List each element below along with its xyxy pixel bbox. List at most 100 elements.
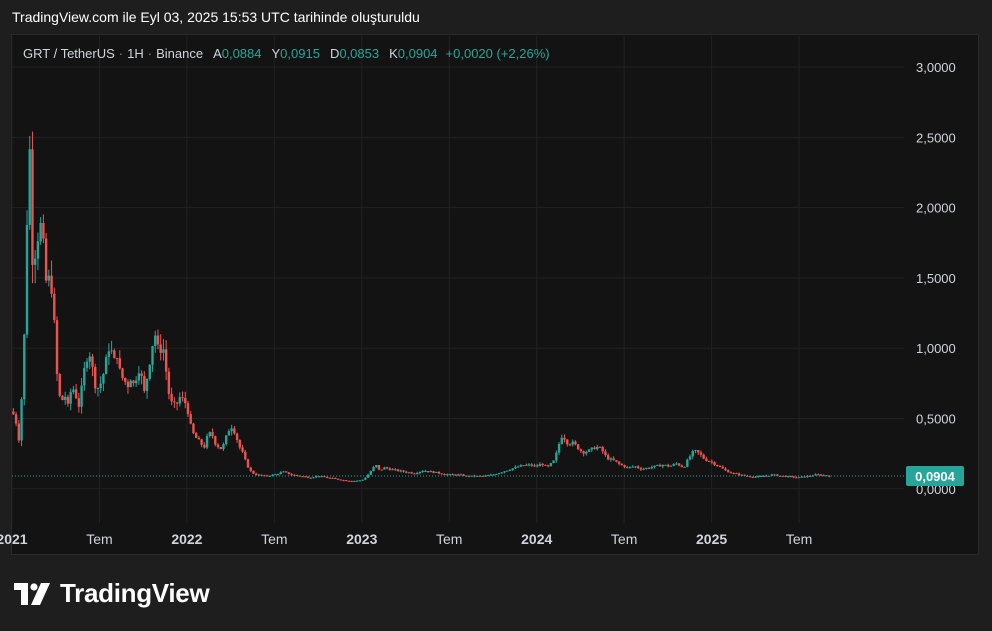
- y-tick-label: 0,5000: [916, 411, 956, 426]
- candle-body: [107, 351, 111, 358]
- candle-body: [331, 477, 334, 479]
- candle-body: [710, 461, 714, 463]
- candle-body: [317, 476, 321, 478]
- candle-body: [697, 450, 700, 453]
- candle-body: [304, 476, 307, 478]
- candle-body: [156, 335, 160, 345]
- y-tick-label: 2,5000: [916, 130, 956, 145]
- candle-body: [178, 397, 182, 404]
- candle-body: [287, 472, 291, 475]
- candle-body: [557, 444, 561, 453]
- candle-body: [514, 466, 517, 469]
- candle-body: [126, 381, 130, 388]
- candle-body: [72, 389, 75, 393]
- chart-panel[interactable]: [11, 34, 979, 555]
- candle-body: [252, 470, 255, 474]
- candle-body: [350, 480, 353, 482]
- candle-body: [432, 471, 435, 473]
- candle-body: [445, 474, 449, 476]
- candle-body: [601, 447, 604, 452]
- candle-body: [727, 470, 730, 473]
- candle-body: [669, 465, 673, 467]
- candle-body: [421, 471, 424, 473]
- candle-body: [104, 357, 108, 375]
- candle-body: [465, 475, 468, 477]
- candle-body: [787, 476, 790, 478]
- candle-body: [429, 471, 433, 473]
- candle-body: [276, 474, 280, 476]
- candle-body: [426, 471, 430, 473]
- candle-body: [486, 475, 490, 477]
- candle-body: [631, 466, 634, 468]
- candle-body: [500, 472, 503, 474]
- candle-body: [489, 474, 493, 476]
- candle-body: [721, 466, 724, 469]
- candle-body: [568, 444, 572, 446]
- candle-body: [99, 383, 102, 389]
- candle-body: [743, 474, 746, 476]
- candle-body: [459, 474, 463, 476]
- candle-body: [64, 396, 67, 400]
- candle-body: [440, 473, 443, 475]
- candle-body: [184, 398, 187, 404]
- candle-body: [497, 473, 501, 475]
- candle-body: [394, 469, 397, 471]
- candle-body: [789, 476, 793, 478]
- candle-body: [533, 465, 536, 467]
- candle-body: [88, 356, 91, 362]
- candle-body: [208, 432, 212, 437]
- x-tick-label: 2021: [0, 531, 28, 547]
- candle-body: [612, 458, 615, 461]
- candle-body: [609, 458, 613, 460]
- candle-body: [773, 474, 776, 476]
- candle-body: [729, 472, 733, 474]
- candle-body: [732, 472, 735, 474]
- candle-body: [235, 433, 239, 440]
- x-tick-label: Tem: [436, 531, 462, 547]
- candle-body: [50, 275, 53, 294]
- legend-high-label: Y: [271, 46, 281, 61]
- y-tick-label: 1,0000: [916, 341, 956, 356]
- candle-body: [716, 464, 719, 467]
- legend-symbol[interactable]: GRT / TetherUS: [23, 46, 115, 61]
- candle-body: [694, 450, 697, 452]
- candle-body: [405, 471, 408, 473]
- candle-body: [776, 474, 779, 476]
- candle-body: [290, 474, 293, 476]
- candle-body: [552, 460, 555, 464]
- candle-body: [784, 475, 787, 477]
- candle-body: [323, 476, 326, 478]
- candle-body: [615, 460, 618, 462]
- candle-body: [192, 423, 195, 434]
- candle-body: [454, 474, 457, 476]
- candle-body: [606, 455, 610, 460]
- candle-body: [325, 477, 329, 479]
- candle-body: [230, 428, 233, 432]
- candle-body: [33, 258, 37, 265]
- x-tick-label: 2024: [521, 531, 552, 547]
- x-tick-label: 2022: [171, 531, 202, 547]
- legend-open-label: A: [213, 46, 222, 61]
- tradingview-logo-icon: [14, 582, 50, 605]
- candle-body: [825, 475, 828, 477]
- candle-body: [219, 447, 222, 450]
- candle-body: [541, 464, 544, 466]
- candle-body: [238, 439, 242, 448]
- candle-body: [66, 396, 70, 404]
- candle-body: [293, 474, 296, 476]
- candle-body: [377, 465, 381, 470]
- x-tick-label: Tem: [611, 531, 637, 547]
- candle-body: [571, 441, 574, 445]
- y-tick-label: 2,0000: [916, 201, 956, 216]
- legend-high-value: 0,0915: [280, 46, 320, 61]
- candle-body: [233, 428, 236, 434]
- candle-body: [342, 480, 345, 482]
- candle-body: [140, 373, 143, 377]
- candle-body: [650, 467, 654, 469]
- candle-body: [538, 464, 542, 467]
- candle-body: [593, 447, 596, 450]
- candle-body: [792, 476, 795, 478]
- candle-body: [664, 464, 667, 466]
